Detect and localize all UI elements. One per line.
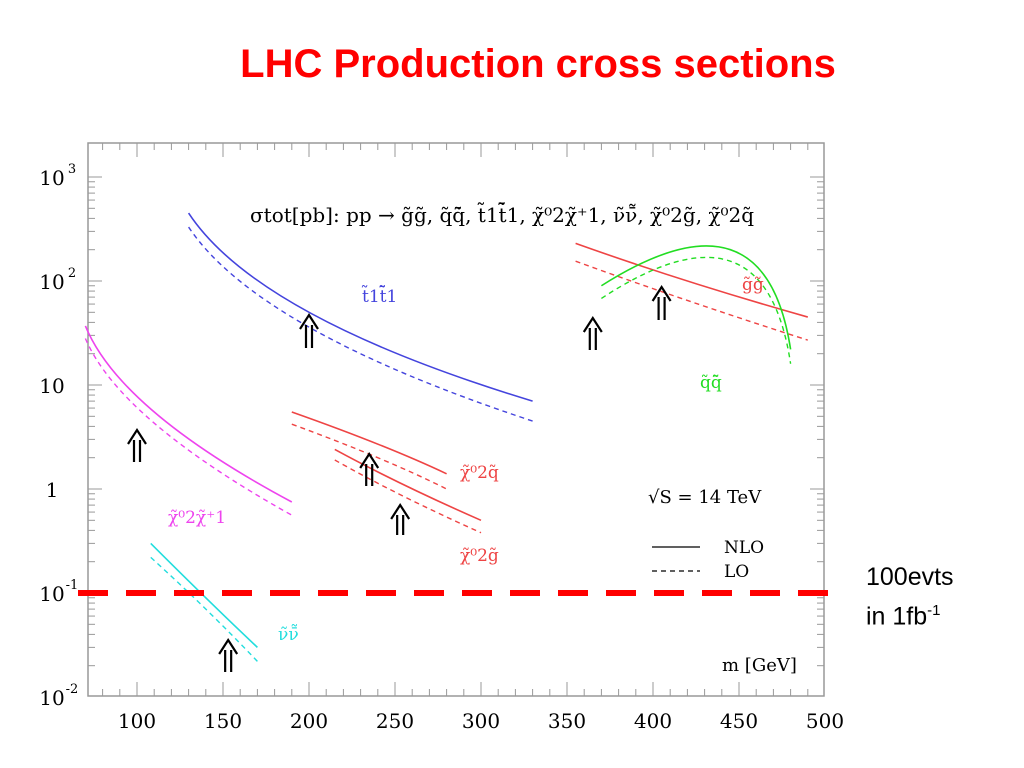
threshold-arrow (218, 637, 239, 672)
note-line-2-text: in 1fb (866, 602, 928, 631)
arrow-head (299, 312, 319, 330)
plot-frame (87, 142, 825, 697)
series-nlo-curve (150, 542, 258, 648)
x-tick-label: 350 (548, 709, 586, 733)
y-tick-label: 10 (39, 582, 64, 606)
arrow-head (218, 637, 239, 655)
threshold-arrow (299, 312, 319, 348)
axis-ticks (88, 143, 824, 696)
series-nlo-curve (291, 411, 447, 475)
note-line-2: in 1fb-1 (866, 594, 954, 633)
series-labels: t̃1t̄̃1 g̃g̃ q̃q̄̃ χ̃⁰2q̃ χ̃⁰2g̃ χ̃⁰2χ̃⁺1 ν̃ν̄… (168, 275, 764, 645)
series-label: χ̃⁰2q̃ (460, 463, 499, 483)
series-label: χ̃⁰2χ̃⁺1 (168, 508, 226, 528)
x-tick-label: 250 (376, 709, 414, 733)
arrow-head (390, 502, 411, 520)
x-tick-label: 400 (634, 709, 672, 733)
series-label: g̃g̃ (742, 275, 764, 295)
arrow-head (359, 451, 380, 469)
series-nlo-curve (600, 245, 792, 350)
arrow-head (651, 284, 672, 302)
series-nlo-curve (84, 325, 293, 503)
threshold-arrow (127, 427, 147, 462)
series-label: ν̃ν̄̃ (278, 624, 299, 645)
chart-title: σtot[pb]: pp → g̃g̃, q̃q̄̃, t̃1t̄̃1, χ̃⁰… (250, 201, 754, 227)
y-tick-label: 10 (39, 270, 64, 294)
legend-nlo-label: NLO (724, 538, 764, 558)
y-tick-exponent: -2 (66, 682, 79, 697)
legend: NLO LO (652, 538, 764, 582)
series-label: χ̃⁰2g̃ (460, 546, 499, 566)
series-lo-curve (188, 226, 533, 422)
threshold-arrow (390, 502, 411, 535)
legend-lo-label: LO (724, 562, 749, 582)
series-lo-curve (150, 556, 258, 662)
series-nlo-curve (575, 242, 809, 318)
y-tick-label: 1 (46, 478, 59, 502)
x-axis-label: m [GeV] (722, 655, 797, 676)
series-lo-curve (575, 260, 809, 341)
x-tick-label: 300 (462, 709, 500, 733)
x-tick-label: 150 (204, 709, 242, 733)
series-label: q̃q̄̃ (700, 373, 722, 393)
series-label: t̃1t̄̃1 (361, 284, 397, 307)
note-line-2-sup: -1 (927, 602, 941, 619)
y-tick-exponent: -1 (66, 578, 79, 593)
series-lo-curve (84, 338, 293, 516)
series-nlo-curve (334, 448, 482, 522)
series-nlo-curve (187, 212, 533, 402)
x-tick-label: 500 (806, 709, 844, 733)
y-tick-label: 10 (39, 686, 64, 710)
threshold-arrow (359, 451, 380, 486)
energy-label: √S = 14 TeV (648, 487, 762, 508)
arrow-head (582, 315, 603, 333)
x-tick-label: 100 (118, 709, 156, 733)
threshold-arrow (582, 315, 603, 350)
y-tick-label: 10 (39, 166, 64, 190)
arrow-head (127, 427, 147, 445)
threshold-arrow (651, 284, 672, 320)
note-line-1: 100evts (866, 563, 954, 591)
y-tick-exponent: 3 (68, 162, 76, 177)
slide-title: LHC Production cross sections (240, 42, 836, 86)
threshold-arrows (127, 284, 672, 672)
series-curves (84, 212, 809, 662)
y-tick-label: 10 (39, 374, 64, 398)
series-lo-curve (601, 256, 792, 364)
x-tick-label: 450 (720, 709, 758, 733)
reference-note: 100evts in 1fb-1 (866, 560, 954, 633)
series-lo-curve (291, 423, 447, 490)
x-tick-label: 200 (290, 709, 328, 733)
y-tick-exponent: 2 (68, 266, 76, 281)
